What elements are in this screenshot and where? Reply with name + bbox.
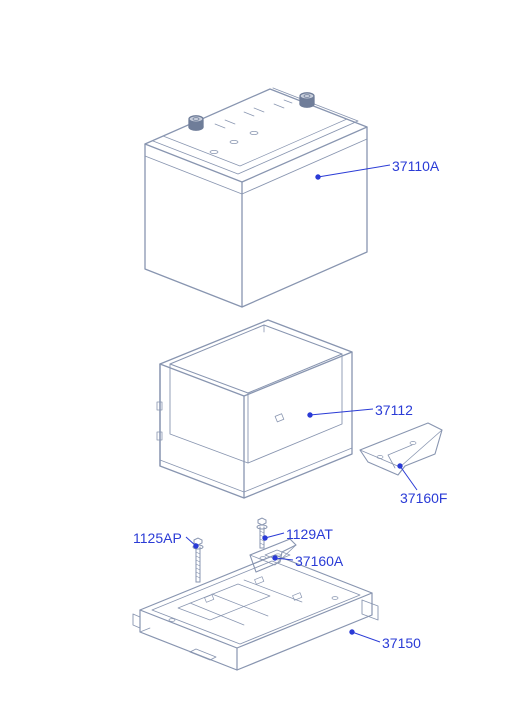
label-1125AP: 1125AP: [133, 530, 182, 546]
battery-terminal-neg: [189, 116, 203, 130]
label-37160A: 37160A: [295, 553, 343, 569]
bolt-1129at-drawing: [257, 518, 267, 548]
diagram-canvas: [0, 0, 532, 727]
label-37160F: 37160F: [400, 490, 447, 506]
battery-assy-drawing: [145, 88, 367, 307]
label-1129AT: 1129AT: [286, 526, 333, 542]
label-37112: 37112: [375, 402, 413, 418]
battery-terminal-pos: [300, 93, 314, 107]
label-37110A: 37110A: [392, 158, 439, 174]
label-37150: 37150: [382, 635, 421, 651]
battery-insulation-drawing: [157, 320, 352, 498]
